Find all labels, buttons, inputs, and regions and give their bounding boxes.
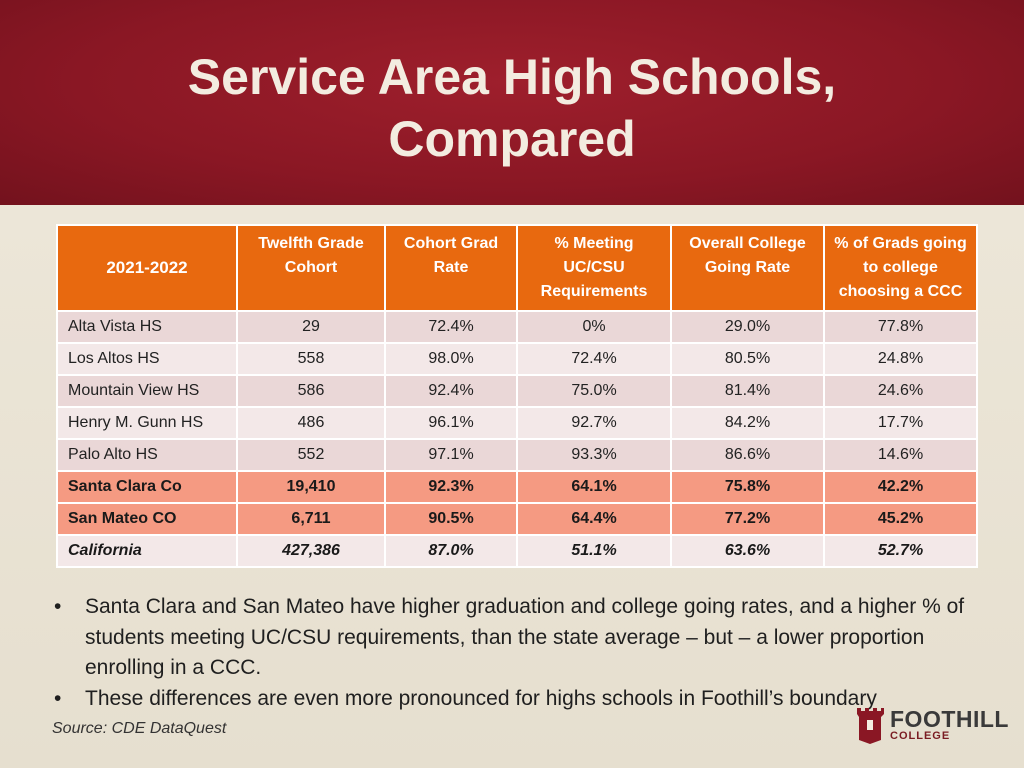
logo-subtitle: COLLEGE — [890, 730, 951, 742]
table-cell: 552 — [236, 438, 386, 472]
table-cell: 92.4% — [384, 374, 518, 408]
table-cell: 86.6% — [670, 438, 825, 472]
table-cell: 6,711 — [236, 502, 386, 536]
slide-title: Service Area High Schools, Compared — [0, 46, 1024, 170]
header-year: 2021-2022 — [56, 224, 238, 312]
tower-icon — [857, 708, 884, 744]
row-label: Henry M. Gunn HS — [56, 406, 238, 440]
table-cell: 97.1% — [384, 438, 518, 472]
table-cell: 64.4% — [516, 502, 672, 536]
bullet-dot-icon: • — [54, 686, 62, 710]
header-ccc-share: % of Grads going to college choosing a C… — [823, 224, 978, 312]
table-cell: 81.4% — [670, 374, 825, 408]
table-header-row: 2021-2022 Twelfth Grade Cohort Cohort Gr… — [56, 224, 978, 312]
header-college-going-rate: Overall College Going Rate — [670, 224, 825, 312]
row-label: California — [56, 534, 238, 568]
table-cell: 75.8% — [670, 470, 825, 504]
row-label: Mountain View HS — [56, 374, 238, 408]
table-cell: 77.8% — [823, 310, 978, 344]
table-cell: 63.6% — [670, 534, 825, 568]
table-cell: 19,410 — [236, 470, 386, 504]
table-cell: 84.2% — [670, 406, 825, 440]
table-row-county: San Mateo CO 6,711 90.5% 64.4% 77.2% 45.… — [56, 502, 978, 536]
header-uc-csu-requirements: % Meeting UC/CSU Requirements — [516, 224, 672, 312]
comparison-table: 2021-2022 Twelfth Grade Cohort Cohort Gr… — [56, 224, 978, 568]
table-row: Palo Alto HS 552 97.1% 93.3% 86.6% 14.6% — [56, 438, 978, 472]
title-banner — [0, 0, 1024, 205]
table-cell: 72.4% — [384, 310, 518, 344]
table-row: Los Altos HS 558 98.0% 72.4% 80.5% 24.8% — [56, 342, 978, 376]
row-label: Alta Vista HS — [56, 310, 238, 344]
table-cell: 24.6% — [823, 374, 978, 408]
table-cell: 558 — [236, 342, 386, 376]
table-row-state: California 427,386 87.0% 51.1% 63.6% 52.… — [56, 534, 978, 568]
source-note: Source: CDE DataQuest — [52, 720, 227, 737]
table-cell: 77.2% — [670, 502, 825, 536]
row-label: San Mateo CO — [56, 502, 238, 536]
bullet-item: • Santa Clara and San Mateo have higher g… — [52, 592, 992, 684]
bullet-item: • These differences are even more pronoun… — [52, 684, 992, 715]
bullet-text: Santa Clara and San Mateo have higher gr… — [85, 595, 965, 679]
table-cell: 51.1% — [516, 534, 672, 568]
table-cell: 75.0% — [516, 374, 672, 408]
row-label: Santa Clara Co — [56, 470, 238, 504]
table-cell: 52.7% — [823, 534, 978, 568]
table-cell: 0% — [516, 310, 672, 344]
table-cell: 92.3% — [384, 470, 518, 504]
table-cell: 45.2% — [823, 502, 978, 536]
table-cell: 427,386 — [236, 534, 386, 568]
table-row: Mountain View HS 586 92.4% 75.0% 81.4% 2… — [56, 374, 978, 408]
table-cell: 42.2% — [823, 470, 978, 504]
college-logo: FOOTHILL COLLEGE — [852, 706, 1008, 746]
table-cell: 486 — [236, 406, 386, 440]
table-cell: 92.7% — [516, 406, 672, 440]
table-row-county: Santa Clara Co 19,410 92.3% 64.1% 75.8% … — [56, 470, 978, 504]
slide-title-line-2: Compared — [388, 111, 636, 167]
table-cell: 14.6% — [823, 438, 978, 472]
row-label: Palo Alto HS — [56, 438, 238, 472]
table-cell: 87.0% — [384, 534, 518, 568]
bullet-dot-icon: • — [54, 595, 62, 618]
table-cell: 93.3% — [516, 438, 672, 472]
bullet-text: These differences are even more pronounc… — [85, 686, 877, 710]
table-row: Henry M. Gunn HS 486 96.1% 92.7% 84.2% 1… — [56, 406, 978, 440]
table-cell: 72.4% — [516, 342, 672, 376]
table-cell: 24.8% — [823, 342, 978, 376]
table-row: Alta Vista HS 29 72.4% 0% 29.0% 77.8% — [56, 310, 978, 344]
header-cohort-grad-rate: Cohort Grad Rate — [384, 224, 518, 312]
table-cell: 29.0% — [670, 310, 825, 344]
table-cell: 90.5% — [384, 502, 518, 536]
table-cell: 80.5% — [670, 342, 825, 376]
table-cell: 98.0% — [384, 342, 518, 376]
bullet-list: • Santa Clara and San Mateo have higher g… — [52, 592, 992, 714]
row-label: Los Altos HS — [56, 342, 238, 376]
table-cell: 64.1% — [516, 470, 672, 504]
table-cell: 29 — [236, 310, 386, 344]
table-cell: 17.7% — [823, 406, 978, 440]
table-cell: 586 — [236, 374, 386, 408]
header-twelfth-grade-cohort: Twelfth Grade Cohort — [236, 224, 386, 312]
logo-wordmark: FOOTHILL — [890, 706, 1009, 732]
slide-title-line-1: Service Area High Schools, — [187, 49, 837, 105]
table-cell: 96.1% — [384, 406, 518, 440]
